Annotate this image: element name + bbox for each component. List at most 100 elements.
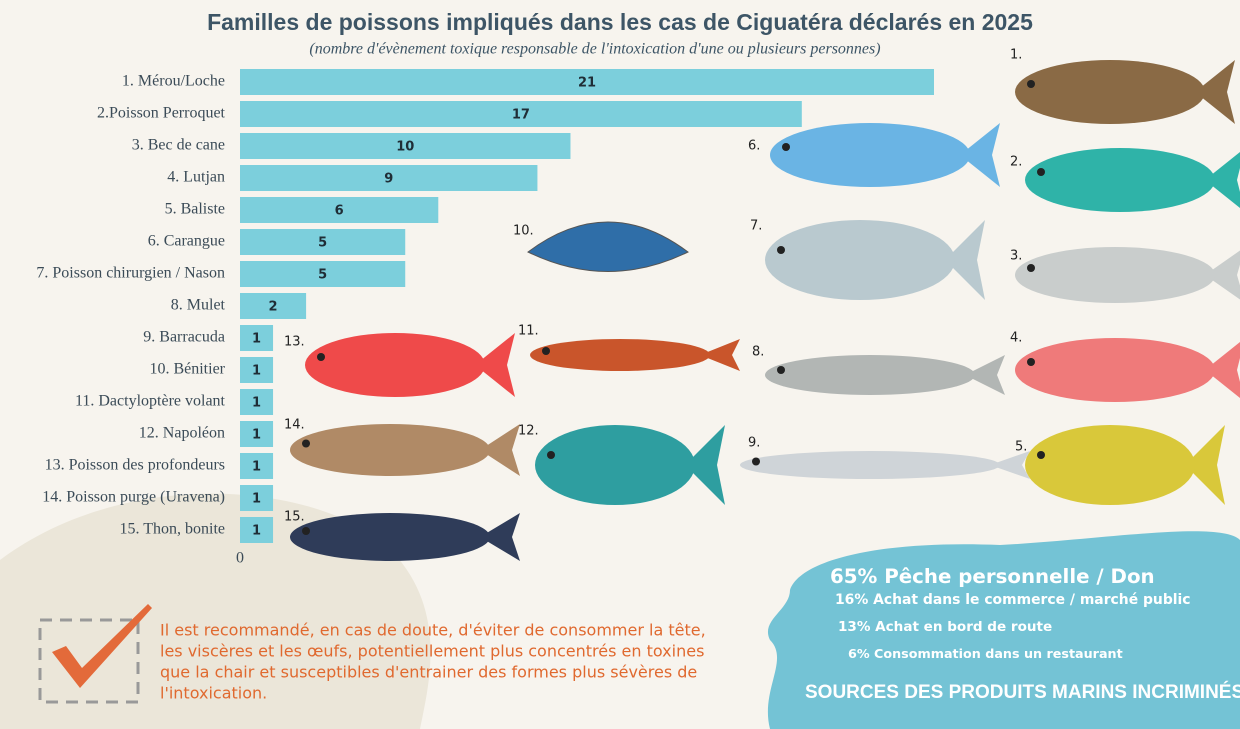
fish-tail [480,513,520,561]
fish-body [1025,148,1215,212]
source-percent: 65% [830,565,878,588]
fish-body [1015,247,1215,303]
fish-illustration [305,333,515,397]
y-tick-label: 15. Thon, bonite [120,521,225,538]
fish-eye [752,457,760,466]
source-label: Pêche personnelle / Don [884,565,1154,588]
fish-number: 14. [284,418,305,433]
y-tick-label: 9. Barracuda [143,329,225,346]
y-tick-label: 7. Poisson chirurgien / Nason [36,265,225,282]
y-tick-label: 1. Mérou/Loche [122,73,225,90]
fish-eye [547,451,555,459]
fish-eye [1027,358,1035,366]
fish-illustration [770,123,1000,187]
fish-tail [1205,152,1240,208]
source-label: Consommation dans un restaurant [874,646,1123,661]
fish-eye [302,527,310,535]
sources-title: SOURCES DES PRODUITS MARINS INCRIMINÉS (… [805,681,1240,703]
fish-tail [1205,342,1240,398]
fish-tail [475,333,515,397]
fish-number: 15. [284,510,305,525]
bar [240,453,274,479]
y-tick-label: 8. Mulet [171,297,226,314]
source-percent: 16% [835,592,868,608]
fish-body [535,425,695,505]
fish-tail [1195,60,1235,124]
value-label: 21 [578,76,596,91]
fish-number: 11. [518,324,539,339]
y-tick-label: 12. Napoléon [139,425,225,442]
fish-number: 13. [284,335,305,350]
y-tick-label: 5. Baliste [165,201,225,218]
bar [240,293,307,319]
fish-body [530,339,710,371]
fish-eye [1037,168,1045,176]
value-label: 1 [252,332,261,347]
source-item: 6% Consommation dans un restaurant [848,646,1123,661]
fish-number: 4. [1010,331,1022,346]
fish-tail [1205,250,1240,300]
source-percent: 13% [838,619,871,635]
value-label: 1 [252,492,261,507]
y-tick-label: 6. Carangue [148,233,225,250]
recommendation: Il est recommandé, en cas de doute, d'év… [160,621,706,703]
bar [240,485,274,511]
y-tick-label: 2.Poisson Perroquet [97,105,226,122]
sources: 65% Pêche personnelle / Don 16% Achat dan… [805,565,1240,704]
fish-illustration [535,425,725,505]
fish-illustration [740,451,1030,479]
fish-tail [685,425,725,505]
fish-tail [945,220,985,300]
check-box [38,618,140,704]
bar [240,69,934,95]
bar [240,421,274,447]
bar [240,229,406,255]
fish-body [305,333,485,397]
fish-body [290,513,490,561]
fish-body [765,355,975,395]
fish-illustration [290,424,520,476]
fish-tail [965,355,1005,395]
value-label: 17 [512,108,530,123]
value-label: 1 [252,428,261,443]
value-label: 9 [384,172,393,187]
bar [240,517,274,543]
fish-eye [1027,80,1035,88]
fish-eye [1037,451,1045,459]
fish-number: 12. [518,424,539,439]
bar [240,197,439,223]
fish-eye [1027,264,1035,272]
y-tick-label: 13. Poisson des profondeurs [45,457,225,474]
fish-number: 10. [513,224,534,239]
value-label: 1 [252,396,261,411]
fish-number: 7. [750,219,762,234]
recommendation-line: l'intoxication. [160,684,267,703]
fish-body [1015,60,1205,124]
fish-eye [782,143,790,151]
fish-illustration [765,220,985,300]
fish-body [1025,425,1195,505]
x-tick-label: 0 [236,550,244,567]
value-label: 1 [252,364,261,379]
fish-number: 6. [748,139,760,154]
source-label: Achat en bord de route [875,619,1052,635]
bar [240,133,571,159]
fish-tail [1185,425,1225,505]
fish-tail [960,123,1000,187]
y-tick-label: 14. Poisson purge (Uravena) [42,489,225,506]
bar [240,357,274,383]
chart-title: Familles de poissons impliqués dans les … [207,9,1033,35]
fish-eye [777,246,785,254]
fish-body [1015,338,1215,402]
fish-body [770,123,970,187]
source-item: 65% Pêche personnelle / Don [830,565,1155,588]
sources-splash [767,531,1240,729]
fish-number: 9. [748,436,760,451]
value-label: 1 [252,460,261,475]
fish-number: 5. [1015,440,1027,455]
chart-subtitle: (nombre d'évènement toxique responsable … [309,41,880,58]
bar [240,389,274,415]
fish-number: 2. [1010,155,1022,170]
fish-eye [302,439,310,448]
